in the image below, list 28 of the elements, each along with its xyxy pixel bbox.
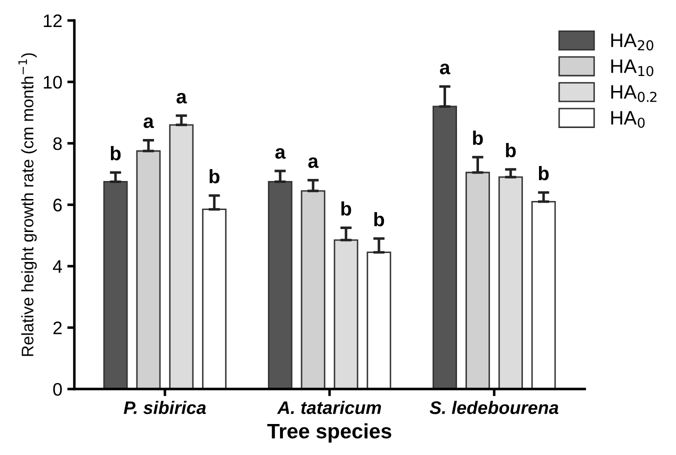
y-tick-label: 6 — [53, 198, 62, 212]
legend-label: HA$_{20}$ — [611, 34, 654, 50]
legend-label: HA$_{0}$ — [611, 111, 645, 128]
y-tick-label: 2 — [53, 322, 62, 334]
x-axis-title: Tree species — [267, 423, 392, 443]
data-label: b — [210, 169, 220, 184]
y-axis-title: Relative height growth rate (cm month$^{−1}$) — [18, 53, 37, 356]
x-tick-label: P. sibirica — [124, 400, 206, 414]
x-tick-label: S. ledebourena — [430, 400, 558, 414]
data-label: b — [110, 146, 121, 160]
y-tick-label: 0 — [53, 382, 62, 396]
data-label: a — [144, 117, 154, 128]
legend-label: HA$_{0.2}$ — [611, 85, 656, 102]
y-tick-label: 12 — [44, 14, 62, 28]
data-label: a — [308, 157, 319, 168]
data-label: b — [473, 130, 483, 145]
y-tick-label: 8 — [53, 137, 62, 150]
data-label: a — [176, 92, 187, 104]
x-tick-label: A. tataricum — [277, 400, 381, 414]
legend-label: HA$_{10}$ — [611, 59, 654, 76]
y-tick-label: 10 — [44, 76, 62, 89]
data-label: b — [538, 166, 549, 180]
y-tick-label: 4 — [52, 260, 62, 273]
data-label: b — [506, 142, 516, 158]
data-label: b — [341, 201, 352, 216]
data-label: a — [275, 148, 286, 159]
data-label: b — [374, 212, 384, 226]
data-label: a — [440, 64, 450, 74]
